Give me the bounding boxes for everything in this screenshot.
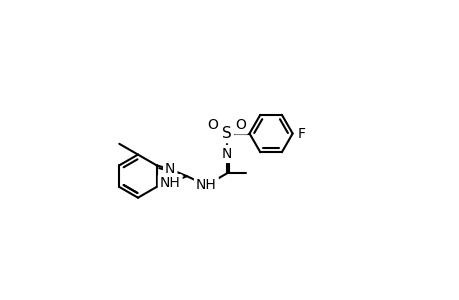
Text: S: S	[222, 126, 231, 141]
Text: NH: NH	[196, 178, 216, 192]
Text: N: N	[165, 162, 175, 176]
Text: O: O	[207, 118, 218, 132]
Text: N: N	[221, 147, 232, 161]
Text: F: F	[297, 127, 305, 140]
Text: O: O	[235, 118, 246, 132]
Text: NH: NH	[159, 176, 180, 190]
